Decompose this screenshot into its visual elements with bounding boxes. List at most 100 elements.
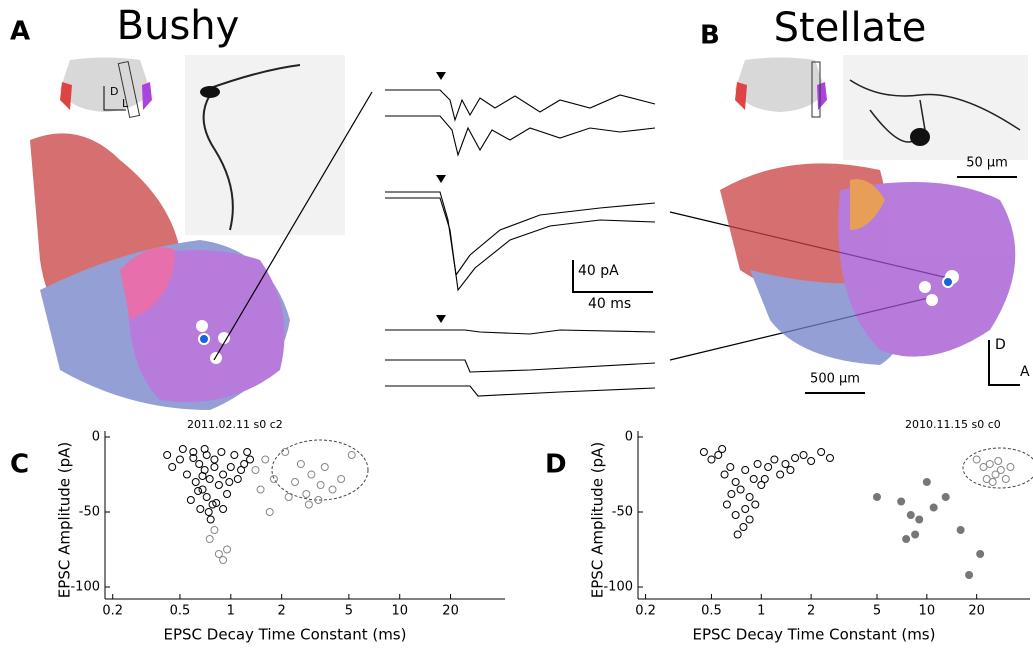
point (348, 452, 355, 459)
point (317, 482, 324, 489)
point (266, 509, 273, 516)
x-axis-title: EPSC Decay Time Constant (ms) (693, 626, 936, 644)
point (742, 506, 749, 513)
point (787, 467, 794, 474)
point (220, 557, 227, 564)
point (973, 456, 980, 463)
point (199, 486, 206, 493)
point (164, 452, 171, 459)
point (192, 479, 199, 486)
point (227, 464, 234, 471)
point (808, 458, 815, 465)
point (997, 467, 1004, 474)
point (211, 456, 218, 463)
point (244, 449, 251, 456)
point (737, 486, 744, 493)
point (916, 516, 923, 523)
panel-title: Bushy (117, 3, 240, 49)
point (750, 476, 757, 483)
point (247, 456, 254, 463)
point (732, 512, 739, 519)
scale-label: 500 µm (810, 372, 860, 387)
panel-label: B (700, 21, 720, 51)
point (777, 471, 784, 478)
scale-label: 40 pA (578, 263, 619, 279)
point (238, 467, 245, 474)
y-tick-label: -100 (70, 580, 100, 595)
point (195, 488, 202, 495)
point (746, 494, 753, 501)
x-axis-title: EPSC Decay Time Constant (ms) (164, 626, 407, 644)
point (179, 446, 186, 453)
orient-label: D (110, 85, 118, 98)
point (187, 497, 194, 504)
point (224, 491, 231, 498)
point (305, 501, 312, 508)
x-tick-label: 20 (968, 604, 985, 619)
point (252, 467, 259, 474)
point (285, 494, 292, 501)
y-tick-label: -50 (612, 505, 633, 520)
y-axis-title: EPSC Amplitude (pA) (589, 442, 607, 598)
point (308, 471, 315, 478)
point (215, 482, 222, 489)
point (740, 524, 747, 531)
point (220, 506, 227, 513)
scale-label: 40 ms (588, 296, 631, 312)
point (262, 456, 269, 463)
point (746, 516, 753, 523)
point (719, 446, 726, 453)
point (303, 491, 310, 498)
point (205, 509, 212, 516)
orient-label: A (1020, 364, 1030, 380)
point (765, 464, 772, 471)
brain-schematic (735, 58, 827, 118)
x-tick-label: 0.2 (102, 604, 123, 619)
point (723, 501, 730, 508)
point (986, 461, 993, 468)
scale-label: 50 µm (966, 156, 1008, 171)
point (742, 467, 749, 474)
y-tick-label: 0 (625, 430, 633, 445)
x-tick-label: 1 (227, 604, 235, 619)
point (226, 479, 233, 486)
point (771, 456, 778, 463)
point (752, 501, 759, 508)
point (169, 464, 176, 471)
point (211, 464, 218, 471)
point (297, 461, 304, 468)
point (995, 458, 1002, 465)
cell-id: 2010.11.15 s0 c0 (905, 418, 1001, 431)
y-tick-label: -50 (79, 505, 100, 520)
point (203, 452, 210, 459)
point (942, 494, 949, 501)
point (292, 479, 299, 486)
point (903, 536, 910, 543)
x-tick-label: 5 (345, 604, 353, 619)
point (761, 476, 768, 483)
point (700, 449, 707, 456)
cell-id: 2011.02.11 s0 c2 (187, 418, 283, 431)
traces (385, 72, 655, 396)
orient-label: L (122, 97, 129, 110)
point (989, 479, 996, 486)
point (782, 461, 789, 468)
point (734, 531, 741, 538)
x-tick-label: 0.5 (701, 604, 722, 619)
cell-image (843, 55, 1028, 160)
point (754, 461, 761, 468)
point (708, 456, 715, 463)
x-tick-label: 0.2 (635, 604, 656, 619)
point (728, 491, 735, 498)
point (1002, 476, 1009, 483)
region-map (720, 163, 1015, 365)
point (206, 476, 213, 483)
panel-title: Stellate (774, 5, 927, 51)
point (211, 527, 218, 534)
point (196, 461, 203, 468)
x-tick-label: 10 (919, 604, 936, 619)
x-tick-label: 20 (442, 604, 459, 619)
figure: A Bushy D L 2011.02.11 s0 c2 40 pA 40 ms… (0, 0, 1033, 648)
point (957, 527, 964, 534)
point (234, 476, 241, 483)
